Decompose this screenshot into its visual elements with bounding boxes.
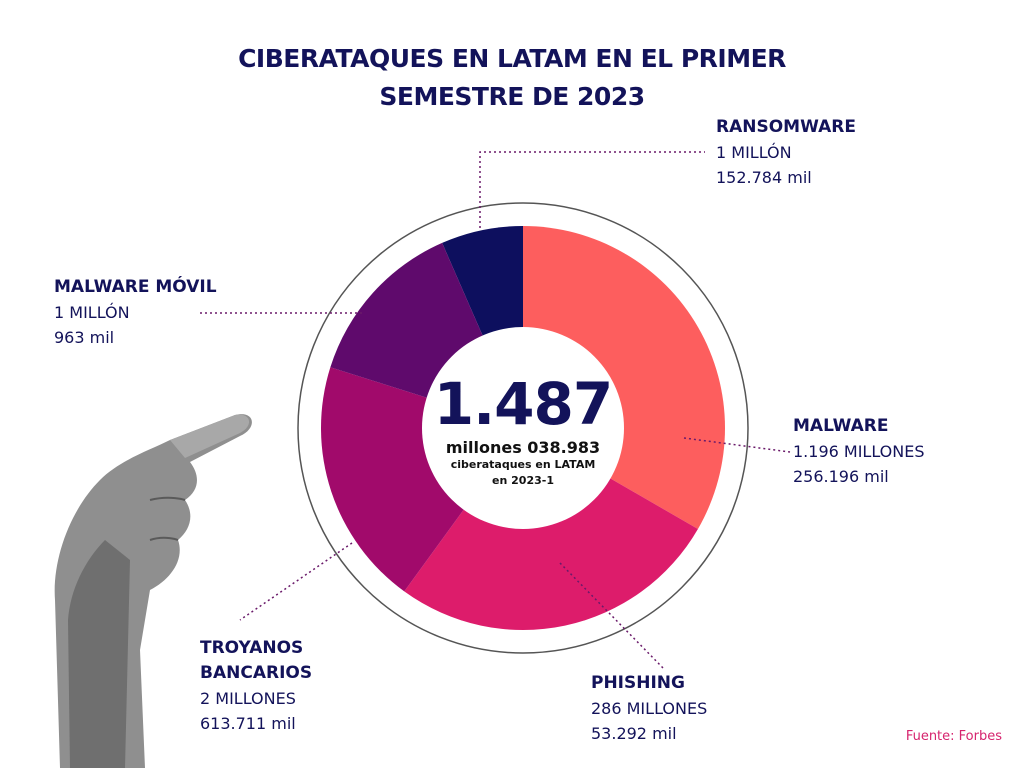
title-line-2: SEMESTRE DE 2023	[379, 82, 645, 111]
label-malware: MALWARE 1.196 MILLONES 256.196 mil	[793, 414, 925, 489]
total-value: 1.487	[433, 370, 613, 438]
label-line-1: 2 MILLONES	[200, 689, 296, 708]
total-line-2: ciberataques en LATAM	[450, 458, 596, 471]
label-name: PHISHING	[591, 673, 685, 693]
total-line-1: millones 038.983	[445, 438, 601, 457]
label-name-1: TROYANOS	[200, 638, 304, 658]
chart-title: CIBERATAQUES EN LATAM EN EL PRIMER SEMES…	[0, 40, 1024, 116]
label-name: MALWARE	[793, 416, 889, 436]
label-phishing: PHISHING 286 MILLONES 53.292 mil	[591, 671, 707, 746]
leader-ransomware	[479, 151, 705, 228]
label-line-1: 286 MILLONES	[591, 699, 708, 718]
label-line-1: 1.196 MILLONES	[793, 442, 925, 461]
source-note: Fuente: Forbes	[905, 729, 1002, 744]
donut-hole	[422, 327, 624, 529]
label-line-2: 53.292 mil	[591, 724, 677, 743]
label-troyanos-bancarios: TROYANOS BANCARIOS 2 MILLONES 613.711 mi…	[200, 636, 312, 736]
label-line-2: 963 mil	[54, 328, 115, 347]
label-line-2: 152.784 mil	[716, 168, 812, 187]
label-name: RANSOMWARE	[716, 117, 856, 137]
pointing-hand-image	[54, 414, 252, 768]
total-line-3: en 2023-1	[492, 474, 554, 487]
label-line-2: 613.711 mil	[200, 714, 296, 733]
slice-phishing	[404, 428, 698, 630]
label-line-1: 1 MILLÓN	[54, 303, 130, 322]
leader-troyanos	[239, 542, 353, 621]
center-total: 1.487 millones 038.983 ciberataques en L…	[423, 372, 623, 489]
label-name-2: BANCARIOS	[200, 663, 313, 683]
label-name: MALWARE MÓVIL	[54, 277, 217, 297]
label-malware-movil: MALWARE MÓVIL 1 MILLÓN 963 mil	[54, 275, 217, 350]
label-ransomware: RANSOMWARE 1 MILLÓN 152.784 mil	[716, 115, 856, 190]
label-line-1: 1 MILLÓN	[716, 143, 792, 162]
label-line-2: 256.196 mil	[793, 467, 889, 486]
title-line-1: CIBERATAQUES EN LATAM EN EL PRIMER	[238, 44, 786, 73]
outer-ring	[297, 202, 749, 654]
